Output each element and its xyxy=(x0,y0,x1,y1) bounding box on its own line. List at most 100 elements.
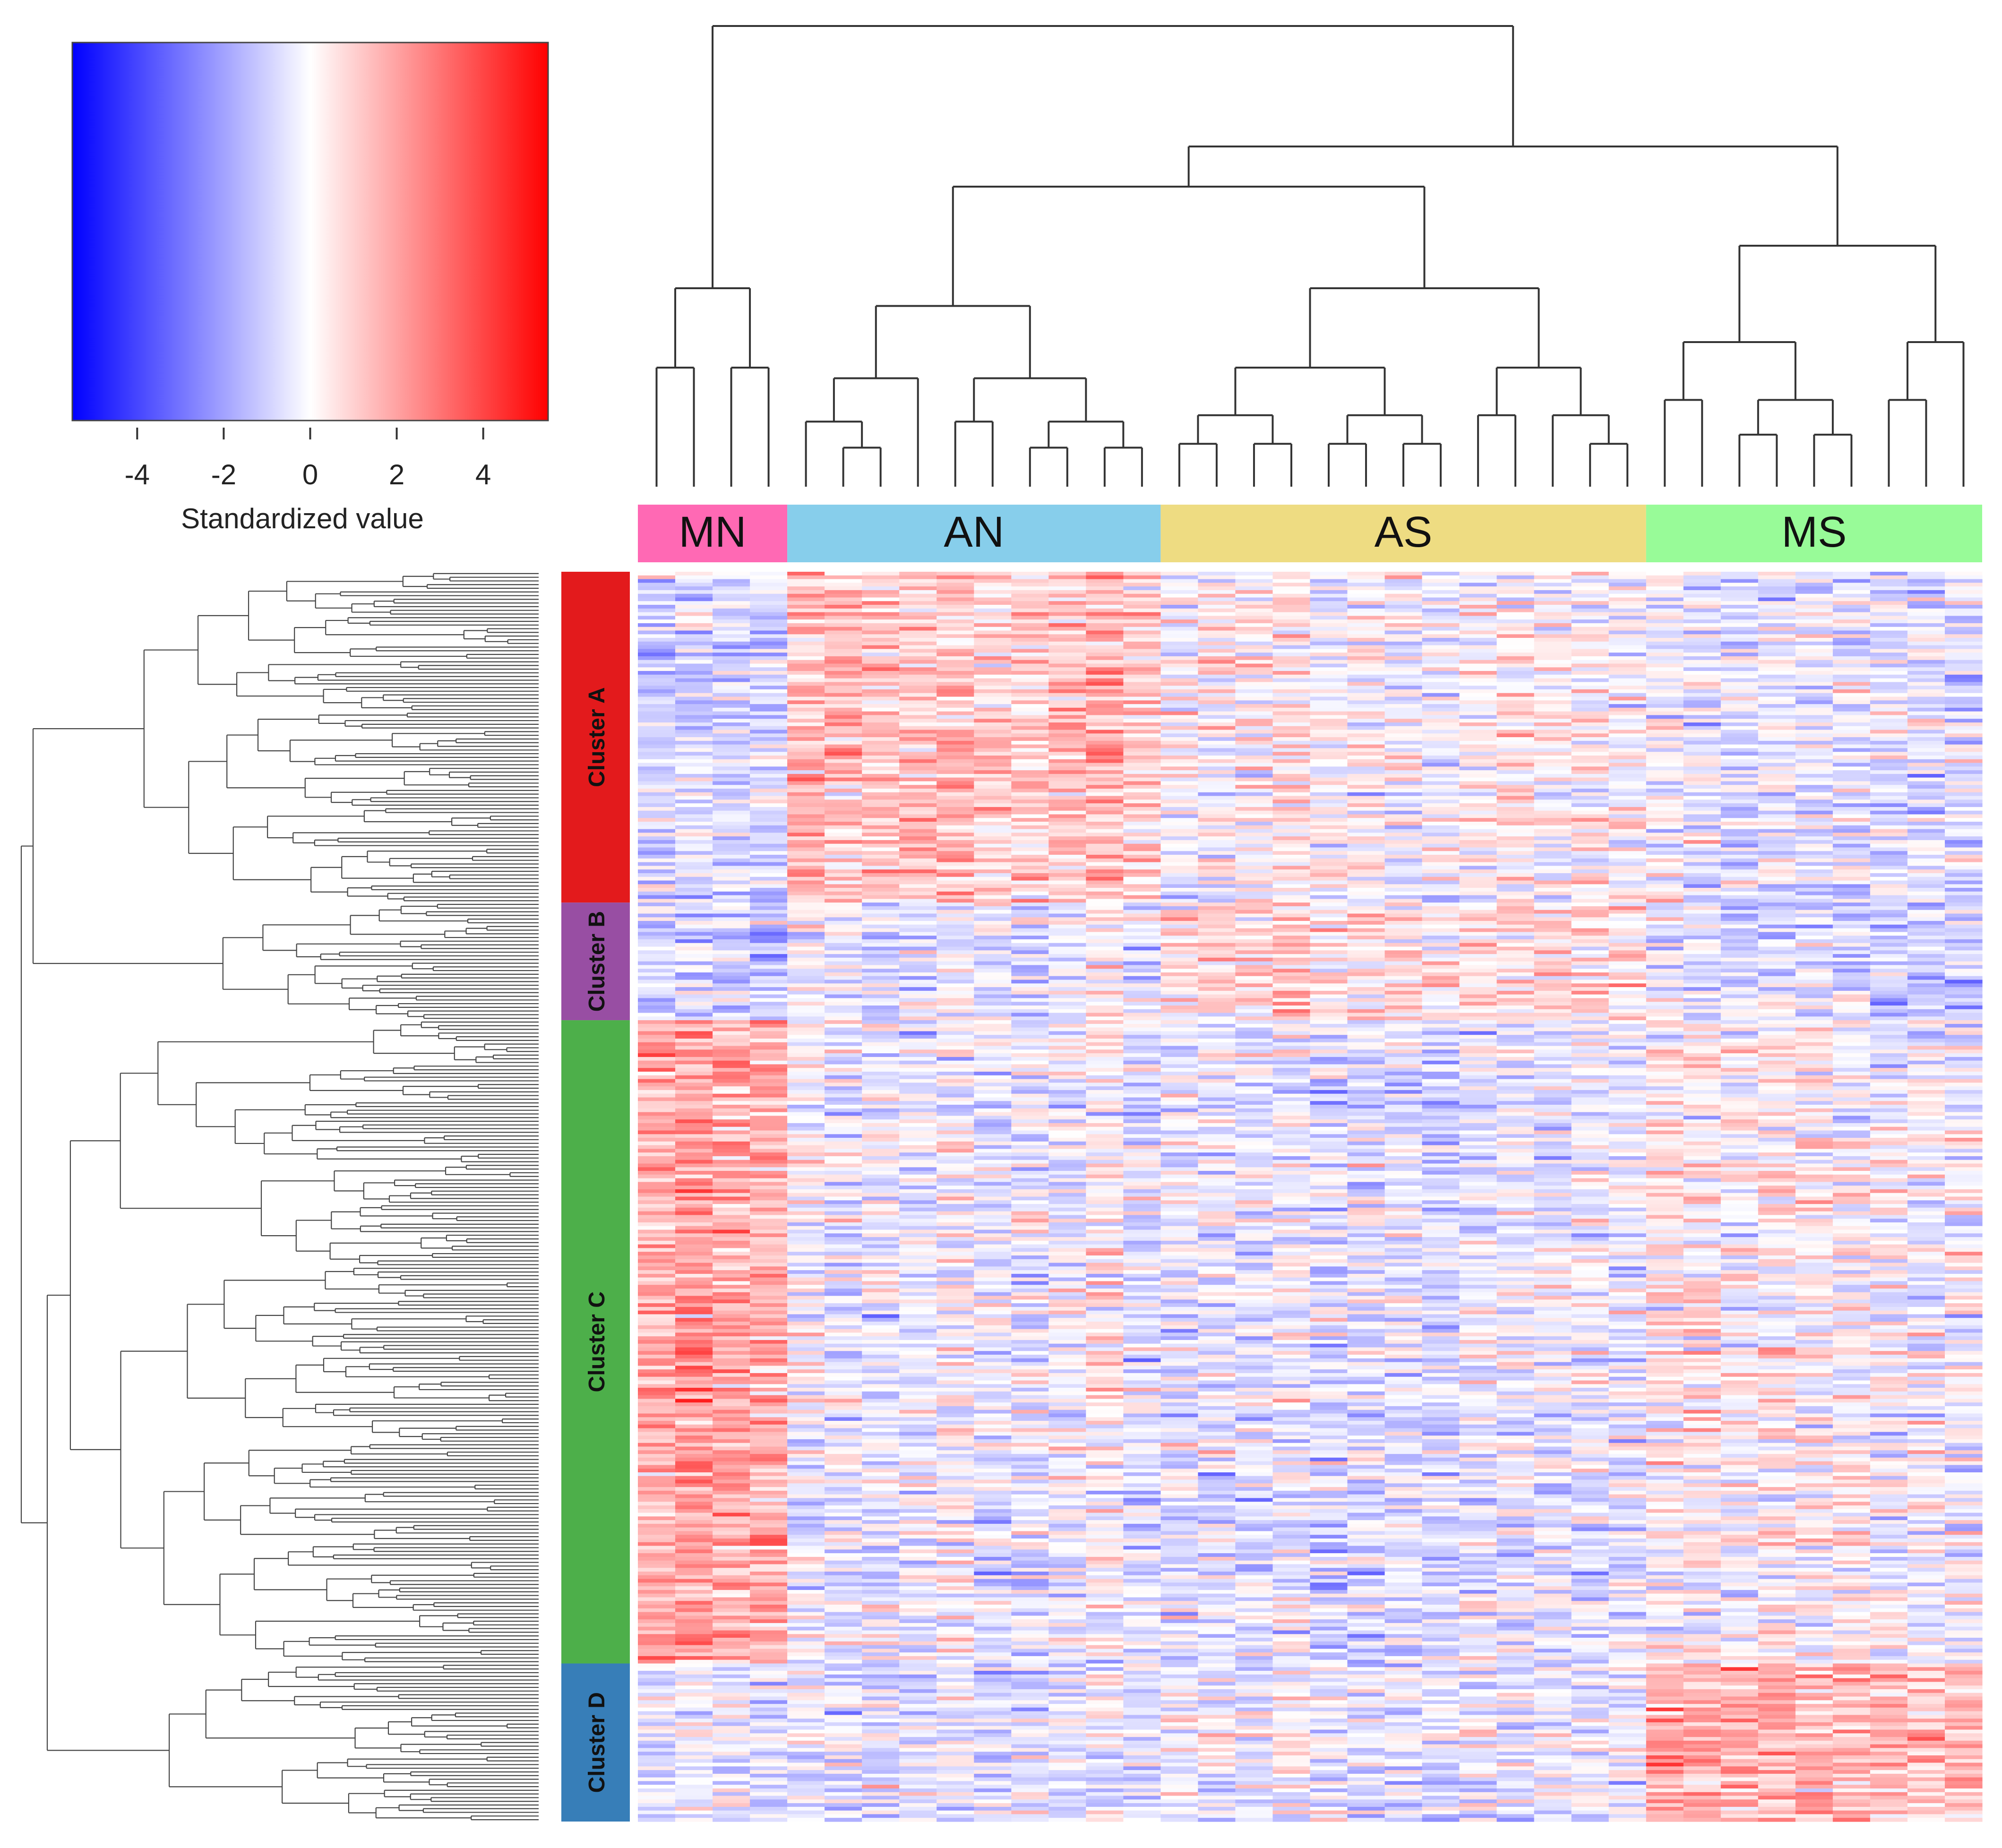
heatmap-cell xyxy=(1870,711,1908,715)
heatmap-cell xyxy=(1945,803,1983,808)
heatmap-cell xyxy=(1832,638,1871,642)
heatmap-cell xyxy=(1795,895,1833,899)
heatmap-cell xyxy=(1459,910,1497,914)
heatmap-cell xyxy=(1198,616,1236,620)
heatmap-cell xyxy=(1720,737,1759,741)
heatmap-cell xyxy=(1235,891,1273,896)
heatmap-cell xyxy=(1272,711,1311,715)
heatmap-cell xyxy=(1310,943,1348,947)
heatmap-cell xyxy=(1198,593,1236,598)
heatmap-cell xyxy=(1646,730,1684,734)
heatmap-cell xyxy=(825,921,862,925)
heatmap-cell xyxy=(1048,818,1086,822)
heatmap-cell xyxy=(675,667,713,671)
heatmap-cell xyxy=(1235,756,1273,760)
heatmap-cell xyxy=(1646,590,1684,594)
heatmap-cell xyxy=(787,825,825,830)
heatmap-cell xyxy=(1720,686,1759,690)
heatmap-cell xyxy=(750,954,788,958)
heatmap-cell xyxy=(1272,895,1311,899)
heatmap-cell xyxy=(1683,707,1721,712)
heatmap-cell xyxy=(1347,822,1385,826)
heatmap-cell xyxy=(1683,789,1721,793)
heatmap-cell xyxy=(1086,869,1124,874)
heatmap-cell xyxy=(1945,583,1983,587)
heatmap-cell xyxy=(1160,645,1198,649)
heatmap-cell xyxy=(713,660,750,664)
heatmap-cell xyxy=(899,671,937,675)
heatmap-cell xyxy=(1048,641,1086,646)
heatmap-cell xyxy=(1832,660,1871,664)
heatmap-cell xyxy=(1683,884,1721,888)
heatmap-cell xyxy=(1945,667,1983,671)
heatmap-cell xyxy=(1496,869,1535,874)
heatmap-cell xyxy=(1272,796,1311,800)
heatmap-cell xyxy=(1646,840,1684,844)
heatmap-cell xyxy=(1086,932,1124,936)
heatmap-cell xyxy=(1048,836,1086,841)
heatmap-cell xyxy=(675,873,713,877)
heatmap-cell xyxy=(1160,590,1198,594)
heatmap-cell xyxy=(1496,796,1535,800)
heatmap-cell xyxy=(1758,954,1796,958)
heatmap-cell xyxy=(1795,682,1833,686)
heatmap-cell xyxy=(1198,649,1236,653)
heatmap-cell xyxy=(1534,843,1572,848)
heatmap-cell xyxy=(1534,910,1572,914)
heatmap-cell xyxy=(825,880,862,885)
heatmap-cell xyxy=(1272,707,1311,712)
heatmap-cell xyxy=(1422,711,1460,715)
heatmap-cell xyxy=(1235,686,1273,690)
heatmap-cell xyxy=(713,946,750,951)
heatmap-cell xyxy=(1235,715,1273,719)
heatmap-cell xyxy=(1758,623,1796,627)
heatmap-cell xyxy=(1571,627,1609,631)
heatmap-cell xyxy=(1198,682,1236,686)
heatmap-cell xyxy=(1683,774,1721,778)
heatmap-cell xyxy=(1347,785,1385,789)
heatmap-cell xyxy=(1795,660,1833,664)
heatmap-cell xyxy=(1683,686,1721,690)
heatmap-cell xyxy=(937,608,974,613)
heatmap-cell xyxy=(1011,899,1049,903)
heatmap-cell xyxy=(1945,719,1983,723)
heatmap-cell xyxy=(1832,858,1871,863)
heatmap-cell xyxy=(1422,921,1460,925)
heatmap-cell xyxy=(974,656,1012,661)
heatmap-cell xyxy=(1534,774,1572,778)
heatmap-cell xyxy=(1310,873,1348,877)
heatmap-cell xyxy=(1907,590,1945,594)
heatmap-cell xyxy=(713,866,750,870)
heatmap-cell xyxy=(1608,733,1647,738)
heatmap-cell xyxy=(1870,924,1908,929)
heatmap-cell xyxy=(1683,906,1721,911)
heatmap-cell xyxy=(1198,756,1236,760)
heatmap-cell xyxy=(899,862,937,866)
heatmap-cell xyxy=(1870,660,1908,664)
heatmap-cell xyxy=(1048,737,1086,741)
heatmap-cell xyxy=(1795,704,1833,708)
heatmap-cell xyxy=(1422,704,1460,708)
heatmap-cell xyxy=(1795,829,1833,833)
heatmap-cell xyxy=(1011,946,1049,951)
heatmap-cell xyxy=(1011,641,1049,646)
heatmap-cell xyxy=(1459,616,1497,620)
heatmap-cell xyxy=(1123,740,1161,745)
heatmap-cell xyxy=(1160,895,1198,899)
heatmap-cell xyxy=(750,700,788,705)
heatmap-cell xyxy=(675,737,713,741)
heatmap-cell xyxy=(974,869,1012,874)
heatmap-cell xyxy=(1870,744,1908,748)
heatmap-cell xyxy=(974,822,1012,826)
heatmap-cell xyxy=(1198,575,1236,580)
heatmap-cell xyxy=(1496,950,1535,954)
heatmap-cell xyxy=(1310,858,1348,863)
heatmap-cell xyxy=(825,924,862,929)
heatmap-cell xyxy=(1235,586,1273,591)
heatmap-cell xyxy=(1534,715,1572,719)
heatmap-cell xyxy=(1347,814,1385,818)
heatmap-cell xyxy=(974,752,1012,756)
heatmap-cell xyxy=(1832,612,1871,616)
heatmap-cell xyxy=(1795,903,1833,907)
heatmap-cell xyxy=(1310,799,1348,804)
